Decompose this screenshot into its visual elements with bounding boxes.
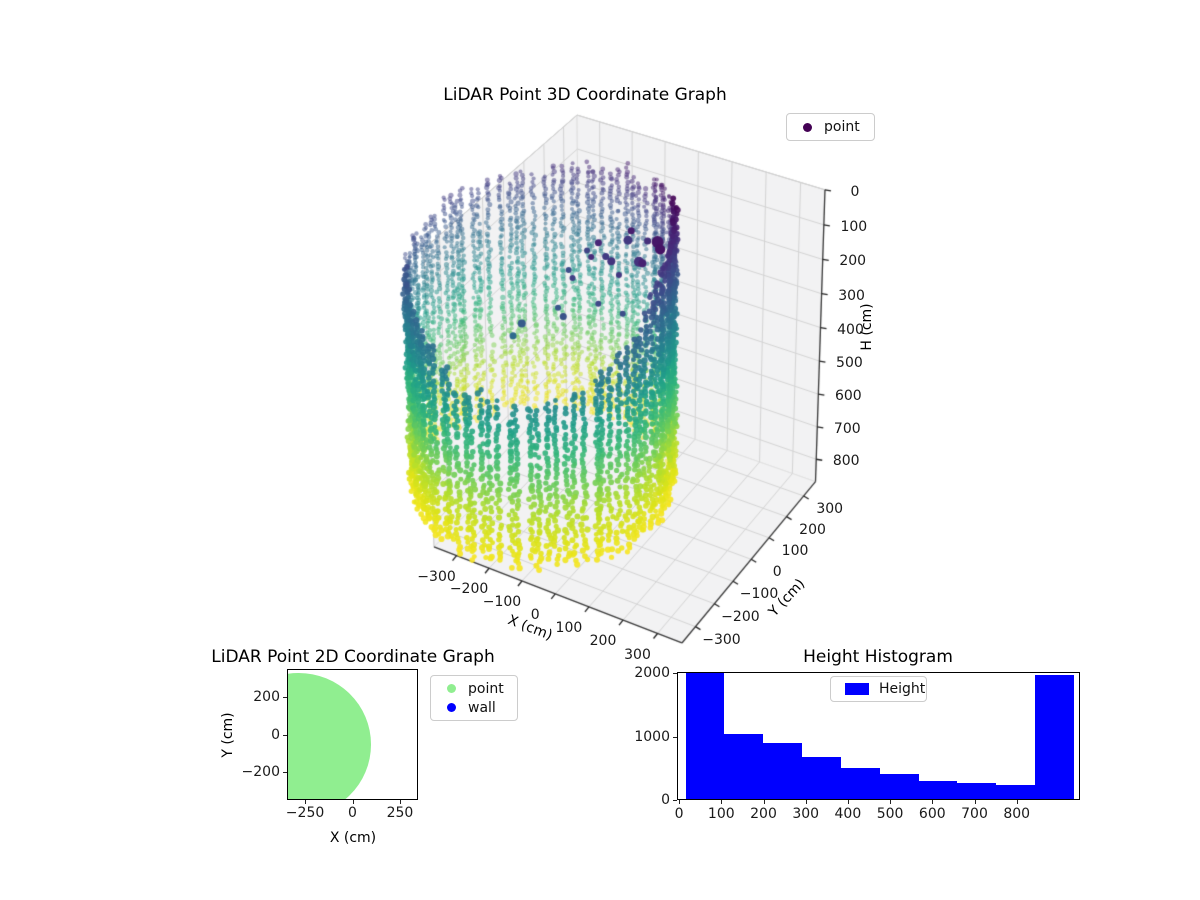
plot3d-y-tick-label: −300 [702,631,741,648]
plot2d-y-tickmark [283,734,287,736]
histogram-y-tickmark [673,800,677,801]
histogram-x-tick-label: 100 [707,806,735,822]
plot3d-h-tick-label: 0 [850,183,860,200]
histogram-bar [685,673,725,799]
plot3d-h-tick-label: 400 [837,321,864,338]
plot2d-y-tickmark [283,697,287,699]
plot2d-x-tickmark [305,800,307,804]
histogram-x-tick-label: 700 [961,806,988,822]
histogram-bar [763,742,803,799]
plot2d-legend-label-point: point [468,680,504,697]
histogram-legend-label: Height [879,681,926,697]
wall-marker-icon [447,703,456,712]
plot2d-y-tick-label: 200 [253,689,280,706]
plot2d-x-tick-label: 0 [348,805,357,821]
histogram-x-tickmark [890,800,892,804]
histogram-y-tick-label: 1000 [634,728,670,745]
histogram-bar [724,733,764,799]
plot3d-legend: point [786,113,875,141]
plot3d-x-tick-label: 200 [589,633,617,650]
plot3d-x-tick-label: 300 [624,646,651,663]
plot3d-zlabel: H (cm) [859,303,875,351]
plot2d-x-tickmark [399,800,401,804]
plot2d-x-tick-label: −250 [285,805,325,821]
histogram-title: Height Histogram [803,647,953,667]
plot2d-y-tick-label: 0 [271,726,280,743]
plot2d-xlabel: X (cm) [329,830,377,846]
plot3d-h-tick-label: 600 [834,388,862,405]
plot2d-axes [287,669,418,800]
histogram-x-tick-label: 800 [1003,806,1031,822]
histogram-y-tick-label: 2000 [634,665,670,682]
plot3d-x-tick-label: −300 [417,568,456,585]
plot3d-x-tick-label: −100 [482,593,522,610]
plot2d-legend: point wall [430,675,518,721]
histogram-y-tickmark [673,736,677,738]
point-marker-icon [803,122,812,132]
histogram-y-tick-label: 0 [661,792,670,808]
histogram-x-tickmark [974,800,976,804]
histogram-bar [879,773,919,799]
plot3d-y-tick-label: −100 [739,586,779,603]
plot2d-legend-label-wall: wall [468,699,496,716]
histogram-bar [840,768,880,799]
point-marker-icon [447,684,456,693]
histogram-x-tick-label: 500 [876,806,904,822]
plot3d-legend-item: point [797,117,864,137]
histogram-x-tickmark [763,800,765,804]
histogram-bar [918,780,958,799]
histogram-bar [996,784,1035,799]
plot3d-legend-label: point [824,119,860,135]
plot3d-y-tick-label: 0 [772,564,782,581]
histogram-x-tick-label: 200 [750,806,777,822]
plot2d-y-tick-label: −200 [241,763,280,780]
plot3d-h-tick-label: 800 [832,453,860,470]
plot3d-y-tick-label: −200 [721,608,760,625]
histogram-x-tick-label: 300 [792,806,820,822]
histogram-legend-item: Height [841,680,925,698]
plot2d-legend-item-point: point [441,679,507,698]
height-bar-swatch-icon [845,683,869,695]
histogram-bar [957,783,997,799]
histogram-x-tick-label: 400 [834,806,862,822]
plot3d-h-tick-label: 500 [836,355,863,372]
plot3d-h-tick-label: 300 [838,287,865,304]
histogram-x-tickmark [721,800,723,804]
plot2d-x-tick-label: 250 [386,805,414,821]
histogram-bar [1035,675,1074,799]
plot3d-y-tick-label: 200 [799,521,826,538]
histogram-x-tickmark [847,800,849,804]
histogram-x-tickmark [932,800,934,804]
histogram-bar [802,756,841,799]
histogram-y-tickmark [673,673,677,675]
histogram-x-tick-label: 0 [674,806,684,822]
plot3d-x-tick-label: 0 [530,606,540,623]
histogram-x-tick-label: 600 [918,806,946,822]
histogram-x-tickmark [1016,800,1018,804]
plot3d-x-tick-label: 100 [555,619,583,636]
plot3d-h-tick-label: 200 [839,253,867,270]
plot3d-title: LiDAR Point 3D Coordinate Graph [443,85,727,105]
histogram-legend: Height [830,676,927,702]
plot2d-title: LiDAR Point 2D Coordinate Graph [211,647,495,667]
plot3d-y-tick-label: 300 [816,500,844,517]
plot3d-y-tick-label: 100 [781,542,809,559]
plot3d-x-tick-label: −200 [449,581,489,598]
plot2d-x-tickmark [352,800,354,804]
plot3d-h-tick-label: 700 [833,420,861,437]
histogram-x-tickmark [679,800,681,804]
plot2d-legend-item-wall: wall [441,698,507,717]
histogram-x-tickmark [805,800,807,804]
plot2d-ylabel: Y (cm) [220,712,236,758]
plot3d-h-tick-label: 100 [840,218,868,235]
plot2d-y-tickmark [283,771,287,773]
point-region [288,673,372,799]
